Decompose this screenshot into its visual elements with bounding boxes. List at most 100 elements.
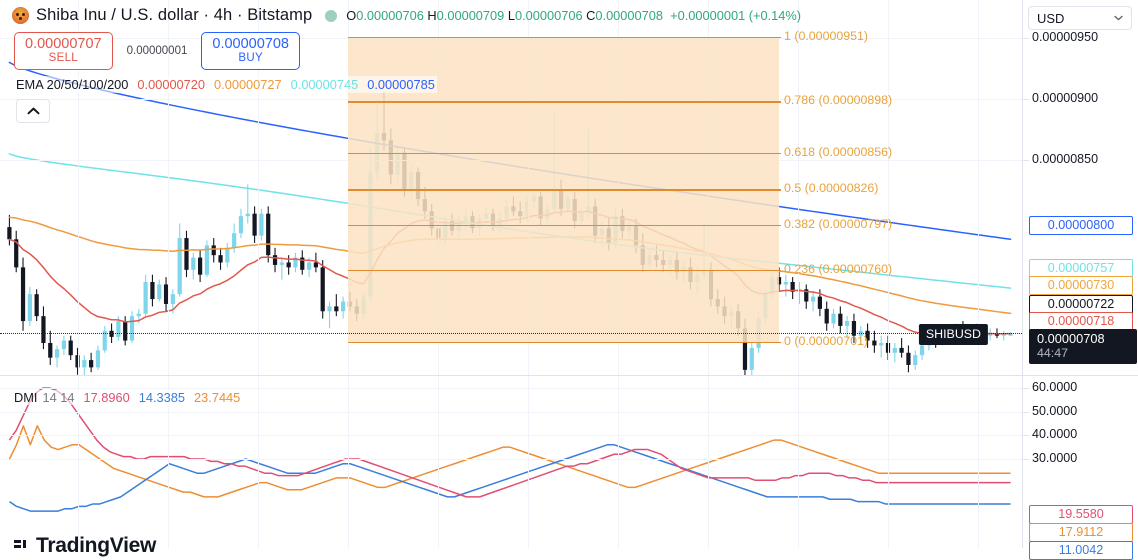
- dmi-value-tag[interactable]: 11.0042: [1029, 541, 1133, 560]
- last-price-value: 0.00000708: [1037, 331, 1105, 346]
- grid-line-vertical: [258, 376, 259, 548]
- ohlc-h-label: H: [427, 8, 437, 23]
- ema-20-value: 0.00000720: [137, 77, 206, 92]
- fib-level-label: 1 (0.00000951): [784, 28, 869, 43]
- grid-line-horizontal: [0, 388, 1022, 389]
- ohlc-c-label: C: [586, 8, 596, 23]
- axis-tick-mark: [1023, 160, 1029, 161]
- ohlc-change: +0.00000001 (+0.14%): [670, 8, 802, 23]
- ema-legend-name: EMA 20/50/100/200: [16, 77, 129, 92]
- buy-label: BUY: [238, 52, 263, 65]
- fib-level-line[interactable]: [348, 269, 781, 272]
- grid-line-vertical: [258, 0, 259, 375]
- price-axis[interactable]: 0.00000950 0.00000900 0.00000850 0.00000800…: [1022, 0, 1138, 375]
- dmi-axis-tick: 40.0000: [1032, 427, 1078, 442]
- page-title: Shiba Inu / U.S. dollar · 4h · Bitstamp: [36, 6, 313, 24]
- fib-level-line[interactable]: [348, 152, 781, 155]
- grid-line-horizontal: [0, 459, 1022, 460]
- grid-line-vertical: [888, 0, 889, 375]
- dmi-axis-tick: 60.0000: [1032, 380, 1078, 394]
- price-pane[interactable]: 1 (0.00000951) 0.786 (0.00000898) 0.618 (0…: [0, 0, 1022, 375]
- fib-level-label: 0.5 (0.00000826): [784, 181, 879, 196]
- fib-level-line[interactable]: [348, 36, 781, 39]
- grid-line-vertical: [78, 0, 79, 375]
- ema-50-value: 0.00000727: [214, 77, 282, 92]
- ohlc-l-label: L: [507, 8, 515, 23]
- chevron-down-icon: [1114, 15, 1123, 21]
- dmi-axis-tick: 30.0000: [1032, 451, 1078, 465]
- chart-legend: Shiba Inu / U.S. dollar · 4h · Bitstamp …: [12, 6, 801, 25]
- grid-line-vertical: [888, 376, 889, 548]
- ohlc-o-value: 0.00000706: [356, 8, 424, 23]
- sell-label: SELL: [48, 52, 78, 65]
- price-axis-tick: 0.00000900: [1032, 91, 1099, 105]
- dmi-params: 14 14: [42, 390, 75, 405]
- grid-line-vertical: [978, 376, 979, 548]
- ohlc-l-value: 0.00000706: [514, 8, 583, 23]
- price-tag[interactable]: 0.00000730: [1029, 276, 1133, 295]
- axis-tick-mark: [1023, 459, 1029, 460]
- fib-level-line[interactable]: [348, 101, 781, 103]
- series-visibility-dot[interactable]: [325, 9, 338, 22]
- grid-line-vertical: [438, 376, 439, 548]
- price-tag[interactable]: 0.00000718: [1029, 312, 1133, 331]
- grid-line-vertical: [978, 0, 979, 375]
- ema-200-value: 0.00000785: [367, 77, 435, 92]
- fib-level-label: 0.236 (0.00000760): [784, 261, 893, 276]
- dmi-axis-tick: 50.0000: [1032, 403, 1078, 418]
- fib-level-label: 0 (0.00000701): [784, 333, 869, 348]
- currency-selector[interactable]: USD: [1028, 6, 1132, 30]
- tradingview-watermark: TradingView: [14, 534, 156, 558]
- grid-line-vertical: [168, 376, 169, 548]
- ohlc-c-value: 0.00000708: [595, 8, 663, 23]
- price-axis-tick: 0.00000850: [1032, 152, 1099, 166]
- ema-100-value: 0.00000745: [290, 77, 359, 92]
- axis-tick-mark: [1023, 411, 1029, 413]
- dmi-minus-di-value: 14.3385: [138, 390, 186, 405]
- grid-line-vertical: [528, 376, 529, 548]
- grid-line-horizontal: [0, 411, 1022, 413]
- grid-line-vertical: [618, 376, 619, 548]
- fib-level-label: 0.382 (0.00000797): [784, 216, 893, 231]
- grid-line-vertical: [78, 376, 79, 548]
- ema-legend[interactable]: EMA 20/50/100/200 0.00000720 0.00000727 0.0…: [14, 76, 437, 93]
- buy-sell-quote-row: 0.00000707 SELL 0.00000001 0.00000708 BU…: [14, 32, 300, 71]
- grid-line-vertical: [798, 0, 799, 375]
- pane-divider: [0, 375, 1138, 376]
- fib-level-line[interactable]: [348, 189, 781, 191]
- fib-level-line[interactable]: [348, 224, 781, 227]
- collapse-pane-button[interactable]: [16, 99, 50, 123]
- chevron-up-icon: [27, 107, 39, 115]
- tradingview-logo-icon: [14, 540, 31, 553]
- grid-line-horizontal: [0, 435, 1022, 437]
- dmi-series-layer: [8, 387, 1011, 512]
- grid-line-vertical: [348, 376, 349, 548]
- fib-level-label: 0.618 (0.00000856): [784, 144, 893, 159]
- dmi-value-tag[interactable]: 17.9112: [1029, 523, 1133, 542]
- watermark-text: TradingView: [36, 534, 157, 557]
- grid-line-vertical: [708, 376, 709, 548]
- dmi-adx-value: 17.8960: [83, 390, 130, 405]
- buy-price: 0.00000708: [212, 36, 289, 52]
- ohlc-readout: O0.00000706 H0.00000709 L0.00000706 C0.0…: [346, 8, 801, 23]
- price-axis-tick: 0.00000950: [1032, 30, 1099, 44]
- dmi-legend[interactable]: DMI 14 14 17.8960 14.3385 23.7445: [14, 390, 241, 405]
- fib-level-line[interactable]: [348, 341, 781, 344]
- buy-button[interactable]: 0.00000708 BUY: [201, 32, 300, 71]
- last-price-tag[interactable]: 0.00000708 44:47: [1029, 329, 1137, 364]
- bar-countdown: 44:47: [1037, 346, 1069, 360]
- sell-price: 0.00000707: [25, 36, 102, 52]
- ohlc-o-label: O: [346, 8, 357, 23]
- dmi-plus-di-value: 23.7445: [194, 390, 241, 405]
- dmi-legend-name: DMI: [14, 390, 38, 405]
- axis-tick-mark: [1023, 38, 1029, 39]
- dmi-axis[interactable]: 60.0000 50.0000 40.0000 30.0000 19.5580 17.91…: [1022, 376, 1138, 560]
- price-tag[interactable]: 0.00000800: [1029, 216, 1133, 235]
- grid-line-vertical: [798, 376, 799, 548]
- spread-value: 0.00000001: [126, 45, 188, 58]
- last-price-dotted-line: [0, 333, 1022, 335]
- dmi-value-tag[interactable]: 19.5580: [1029, 505, 1133, 524]
- sell-button[interactable]: 0.00000707 SELL: [14, 32, 113, 71]
- symbol-badge: SHIBUSD: [918, 324, 988, 346]
